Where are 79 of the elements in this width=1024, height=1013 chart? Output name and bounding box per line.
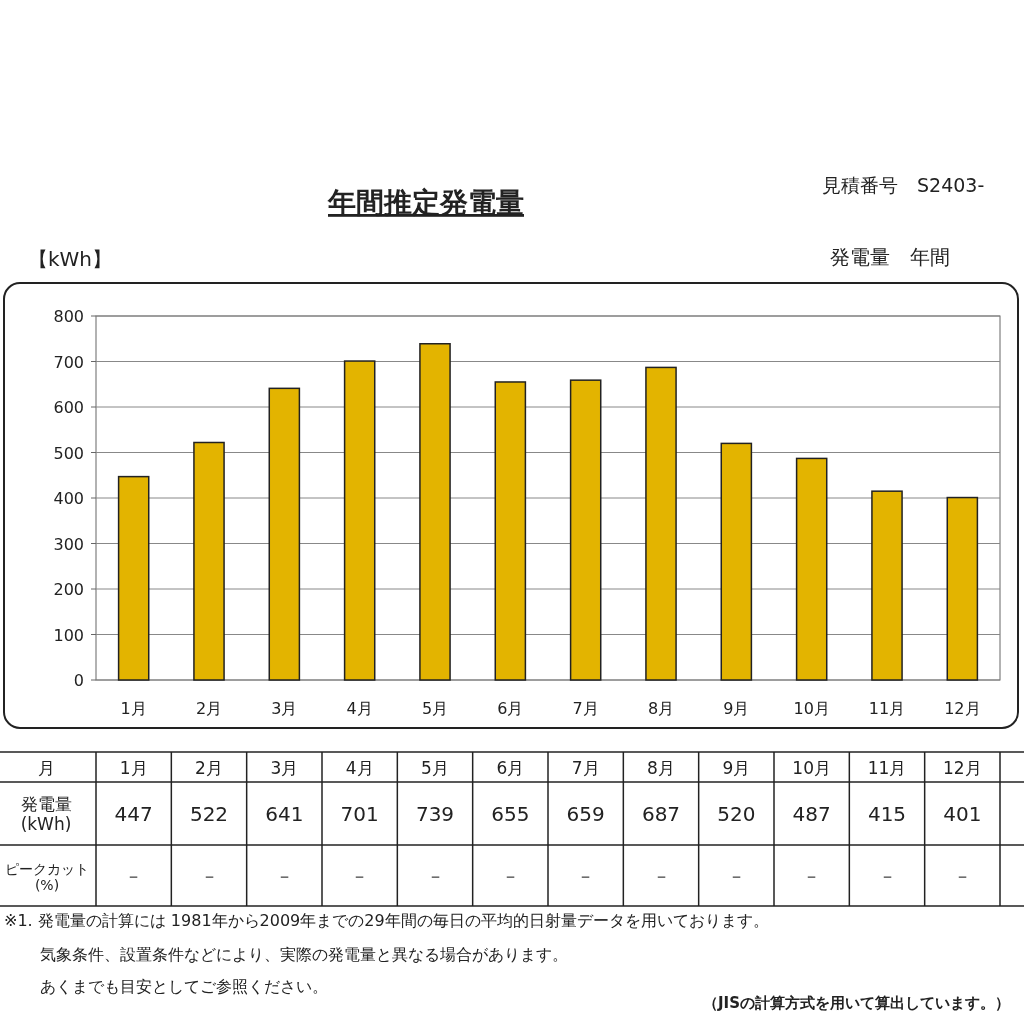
x-tick-label: 1月 [120,699,147,718]
text: 月 [37,758,55,778]
data-label: 415 [867,802,907,826]
bar [871,490,903,681]
y-tick-label: 700 [53,352,84,372]
bar [946,496,979,681]
y-tick-label: 600 [53,398,84,417]
y-tick-label: 100 [53,625,84,645]
category-label: 4月 [345,758,374,778]
text: 発電量 (kWh) [20,793,72,835]
bar [343,360,376,681]
text: － [727,866,745,886]
data-label: 447 [114,802,153,826]
x-tick-label: 2月 [195,699,223,718]
bar [795,457,828,681]
text: ※1. 発電量の計算には 1981年から2009年までの29年間の毎日の平均的日射量データを用いております。 [4,911,769,930]
data-label: 641 [265,802,304,826]
data-label: 401 [943,802,982,826]
text: － [501,866,519,886]
category-label: 7月 [571,758,600,778]
text: － [803,866,821,886]
x-tick-label: 11月 [868,699,906,718]
text: － [200,866,218,886]
x-tick-label: 5月 [421,699,449,718]
data-label: 687 [641,802,681,826]
data-label: 659 [566,802,605,826]
category-label: 2月 [195,758,223,778]
x-tick-label: 8月 [647,699,675,718]
text: － [275,866,293,886]
bar [193,441,225,681]
bar [569,379,602,681]
text: （JISの計算方式を用いて算出しています。） [703,994,1010,1012]
x-tick-label: 9月 [723,699,750,718]
text: － [953,866,971,886]
category-label: 9月 [722,758,751,778]
x-tick-label: 7月 [572,699,599,718]
data-label: 701 [340,802,379,826]
data-label: 487 [792,802,831,826]
text: － [125,866,143,886]
category-label: 11月 [867,758,907,778]
y-tick-label: 500 [53,443,84,463]
text: 発電量 年間 [830,245,950,269]
category-label: 12月 [943,758,982,778]
data-label: 739 [415,802,455,826]
category-label: 1月 [119,758,148,778]
text: － [577,866,595,886]
bar [494,381,527,681]
bar [117,475,150,681]
category-label: 6月 [496,758,525,778]
x-tick-label: 4月 [346,699,373,718]
x-tick-label: 10月 [793,699,830,718]
text: ピークカット (%) [5,860,89,894]
category-label: 10月 [792,758,831,778]
text: 見積番号 S2403- [822,174,985,196]
bar [419,343,451,681]
text: － [652,866,670,886]
text: 気象条件、設置条件などにより、実際の発電量と異なる場合があります。 [40,945,568,964]
y-axis-title: 【kWh】 [28,247,113,271]
category-label: 8月 [647,758,675,778]
data-label: 520 [717,802,756,826]
y-tick-label: 400 [53,489,84,508]
data-label: 522 [189,802,229,826]
x-tick-label: 12月 [944,699,981,718]
x-tick-label: 3月 [271,699,298,718]
bar [645,366,677,681]
category-label: 5月 [421,758,449,778]
text: あくまでも目安としてご参照ください。 [40,977,328,996]
y-tick-label: 300 [53,534,84,554]
text: － [426,866,444,886]
bar [268,387,301,681]
y-tick-label: 200 [53,580,84,599]
text: － [351,866,369,886]
y-tick-label: 800 [53,307,84,326]
y-tick-label: 0 [73,671,84,690]
text: － [878,866,896,886]
bar [720,442,753,681]
x-tick-label: 6月 [497,699,524,718]
data-label: 655 [491,802,530,826]
category-label: 3月 [270,758,299,778]
